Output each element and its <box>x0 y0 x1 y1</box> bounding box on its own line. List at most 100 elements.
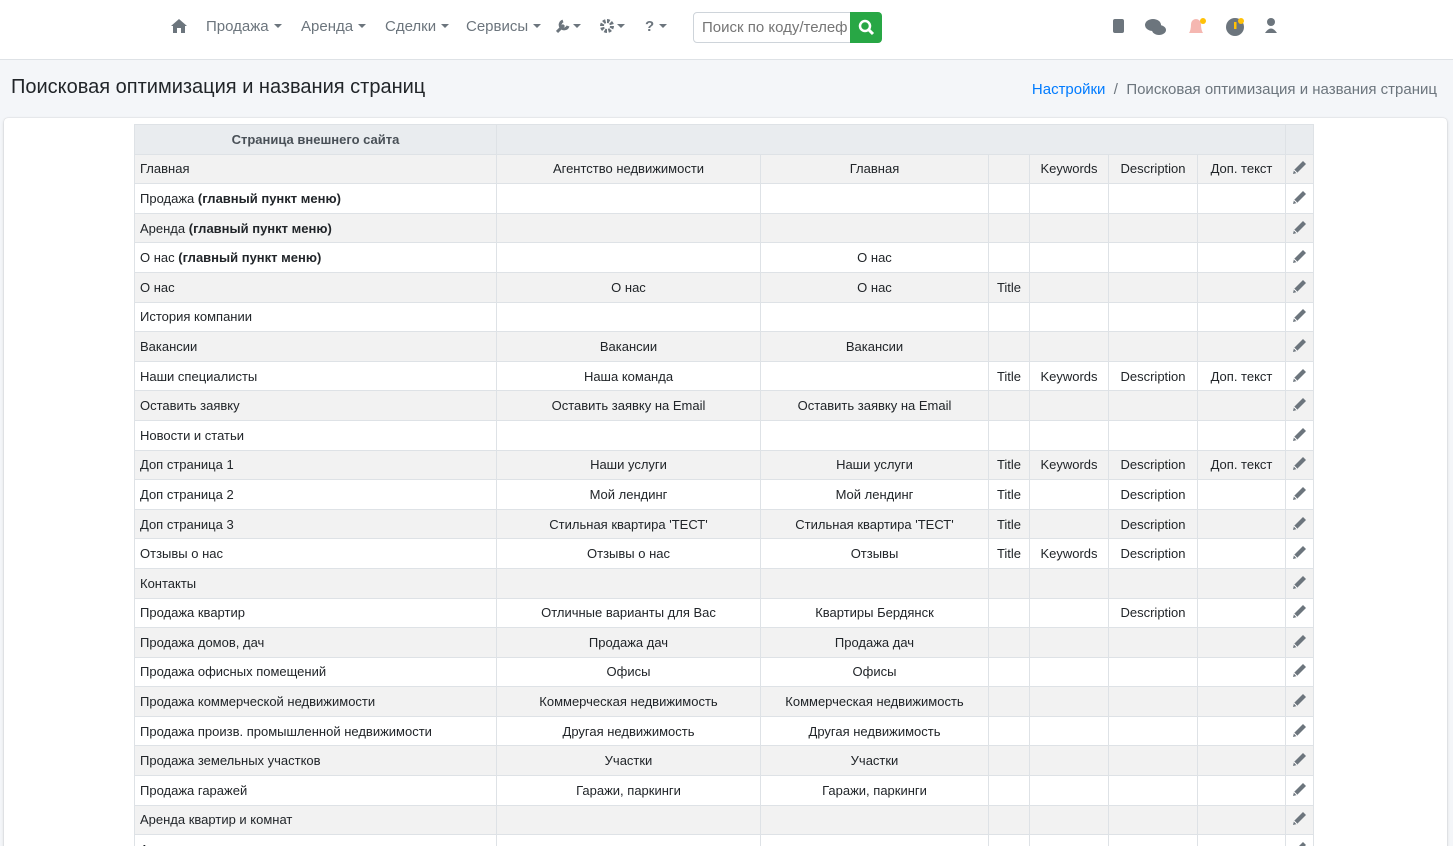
edit-button[interactable] <box>1292 279 1308 297</box>
table-row: Оставить заявку Оставить заявку на Email О… <box>134 390 1314 421</box>
table-cell <box>760 834 989 846</box>
edit-button[interactable] <box>1292 220 1308 238</box>
table-cell <box>1197 301 1286 333</box>
table-cell <box>1029 271 1109 303</box>
table-cell <box>496 183 761 214</box>
table-cell: Отзывы о нас <box>496 538 761 569</box>
table-cell <box>1197 567 1286 599</box>
table-cell <box>1029 183 1109 214</box>
table-cell: Description <box>1108 449 1198 481</box>
table-cell <box>496 212 761 244</box>
edit-button[interactable] <box>1292 842 1308 846</box>
menu-deals[interactable]: Сделки <box>385 18 449 35</box>
table-cell: Другая недвижимость <box>496 715 761 747</box>
user-icons[interactable] <box>1111 18 1286 40</box>
table-cell <box>988 597 1030 629</box>
edit-button[interactable] <box>1292 575 1308 593</box>
edit-button[interactable] <box>1292 309 1308 326</box>
edit-button[interactable] <box>1292 694 1308 711</box>
table-row: Аренда (главный пункт меню) <box>134 212 1314 244</box>
page-cell: Отзывы о нас <box>134 538 497 569</box>
page-name: Продажа произв. промышленной недвижимост… <box>140 723 432 739</box>
table-cell: Офисы <box>760 656 989 688</box>
table-cell <box>760 360 989 392</box>
table-cell <box>496 301 761 333</box>
table-cell <box>1197 183 1286 214</box>
edit-button[interactable] <box>1292 398 1308 415</box>
page-cell: О нас (главный пункт меню) <box>134 242 497 273</box>
menu-rent[interactable]: Аренда <box>301 18 366 35</box>
table-cell: Офисы <box>496 656 761 688</box>
edit-button[interactable] <box>1292 664 1308 681</box>
table-cell <box>1108 656 1198 688</box>
search-button[interactable] <box>850 12 882 43</box>
table-cell: Отзывы <box>760 538 989 569</box>
table-cell <box>1029 212 1109 244</box>
table-cell <box>496 419 761 451</box>
table-cell <box>1108 834 1198 846</box>
table-row: История компании <box>134 301 1314 333</box>
edit-button[interactable] <box>1292 723 1308 741</box>
table-cell <box>1197 627 1286 658</box>
edit-button[interactable] <box>1292 486 1308 504</box>
page-cell: Продажа офисных помещений <box>134 656 497 688</box>
table-cell <box>1029 804 1109 836</box>
table-row: Продажа домов, дач Продажа дач Продажа дач <box>134 627 1314 658</box>
table-cell <box>1029 479 1109 510</box>
table-row: Главная Агентство недвижимости Главная Keyw… <box>134 153 1314 185</box>
menu-sale[interactable]: Продажа <box>206 18 282 35</box>
table-row: Доп страница 2 Мой лендинг Мой лендинг Titl… <box>134 479 1314 510</box>
home-icon[interactable] <box>171 19 187 33</box>
table-cell <box>1197 508 1286 540</box>
tools-icon[interactable] <box>556 18 582 34</box>
table-cell <box>1108 301 1198 333</box>
edit-button[interactable] <box>1292 634 1308 652</box>
edit-button[interactable] <box>1292 812 1308 829</box>
edit-button[interactable] <box>1292 457 1308 474</box>
table-cell <box>988 301 1030 333</box>
menu-services[interactable]: Сервисы <box>466 18 541 35</box>
search-input[interactable]: Поиск по коду/телеф <box>693 12 851 43</box>
edit-button[interactable] <box>1292 782 1308 800</box>
table-cell <box>496 834 761 846</box>
help-menu[interactable]: ? <box>645 18 667 35</box>
table-cell <box>988 567 1030 599</box>
page-cell: Продажа гаражей <box>134 775 497 806</box>
edit-button[interactable] <box>1292 753 1308 770</box>
edit-button[interactable] <box>1292 427 1308 445</box>
page-name: Доп страница 2 <box>140 486 234 502</box>
table-cell <box>1197 538 1286 569</box>
settings-icon[interactable] <box>600 18 626 34</box>
breadcrumb-current: Поисковая оптимизация и названия страниц <box>1126 81 1437 98</box>
page-name: Аренда <box>140 220 186 236</box>
table-cell: Наши услуги <box>760 449 989 481</box>
edit-button[interactable] <box>1292 161 1308 178</box>
table-cell <box>1197 331 1286 362</box>
edit-button[interactable] <box>1292 190 1308 208</box>
table-cell: Keywords <box>1029 538 1109 569</box>
page-name: Продажа земельных участков <box>140 753 321 769</box>
table-cell: Главная <box>760 153 989 185</box>
edit-button[interactable] <box>1292 368 1308 386</box>
edit-button[interactable] <box>1292 546 1308 563</box>
edit-button[interactable] <box>1292 250 1308 267</box>
page-note: (главный пункт меню) <box>197 190 341 206</box>
edit-button[interactable] <box>1292 338 1308 356</box>
breadcrumb-link[interactable]: Настройки <box>1031 81 1106 98</box>
table-row: Продажа офисных помещений Офисы Офисы <box>134 656 1314 688</box>
page-name: Аренда квартир и комнат <box>140 812 293 828</box>
edit-cell <box>1285 715 1314 747</box>
page-name: Оставить заявку <box>140 398 240 414</box>
page-name: Доп страница 1 <box>140 457 234 473</box>
table-cell <box>760 212 989 244</box>
table-cell: Отличные варианты для Вас <box>496 597 761 629</box>
edit-button[interactable] <box>1292 605 1308 622</box>
breadcrumb-separator: / <box>1113 81 1118 98</box>
table-cell <box>496 804 761 836</box>
page-name: Наши специалисты <box>140 368 258 384</box>
table-cell <box>988 390 1030 421</box>
table-cell: Гаражи, паркинги <box>496 775 761 806</box>
table-cell <box>1029 686 1109 717</box>
navbar: Продажа Аренда Сделки Сервисы ? Поиск по… <box>0 0 1453 60</box>
edit-button[interactable] <box>1292 516 1308 534</box>
